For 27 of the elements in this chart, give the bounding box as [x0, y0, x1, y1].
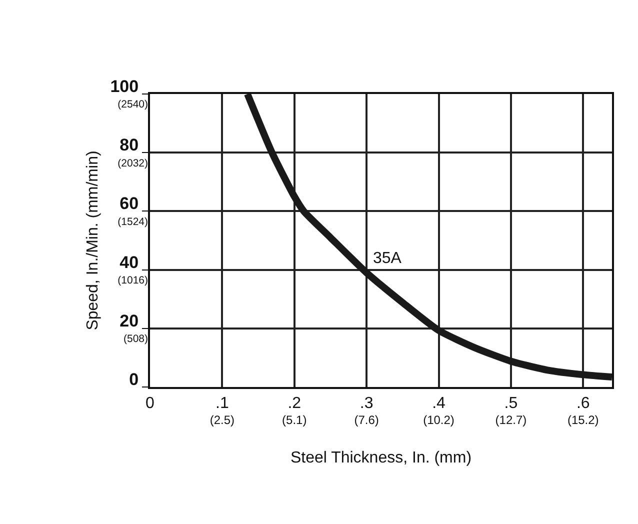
y-axis-title: Speed, In./Min. (mm/min)	[84, 150, 102, 330]
x2-tick-label: (2.5)	[210, 413, 235, 427]
x-tick-label: .5	[504, 395, 518, 412]
y-tick-label: 20	[120, 311, 139, 330]
y2-tick-label: (508)	[123, 333, 148, 346]
y2-tick-label: (1524)	[118, 216, 148, 228]
y-tick-label: 80	[120, 136, 139, 155]
y-tick-label: 0	[129, 370, 139, 389]
x-tick-label: .4	[432, 395, 446, 412]
y2-tick-label: (2540)	[118, 98, 148, 111]
x2-tick-label: (10.2)	[423, 413, 454, 427]
x-tick-label: .6	[576, 395, 590, 412]
x2-tick-label: (7.6)	[354, 413, 379, 427]
y-tick-label: 60	[120, 194, 139, 214]
x-tick-label: .3	[360, 395, 374, 412]
y2-tick-label: (2032)	[118, 157, 148, 170]
x-tick-label: .2	[288, 395, 302, 412]
y-tick-label: 40	[120, 252, 139, 272]
y2-tick-label: (1016)	[118, 274, 148, 286]
x2-tick-label: (15.2)	[567, 413, 599, 427]
x2-tick-label: (5.1)	[282, 413, 307, 427]
y-tick-label: 100	[110, 76, 139, 96]
x2-tick-label: (12.7)	[495, 413, 527, 427]
x-axis-title: Steel Thickness, In. (mm)	[290, 449, 472, 466]
x-tick-label: .1	[216, 395, 229, 412]
annotation: 35A	[373, 250, 402, 267]
x-tick-label: 0	[146, 395, 155, 412]
